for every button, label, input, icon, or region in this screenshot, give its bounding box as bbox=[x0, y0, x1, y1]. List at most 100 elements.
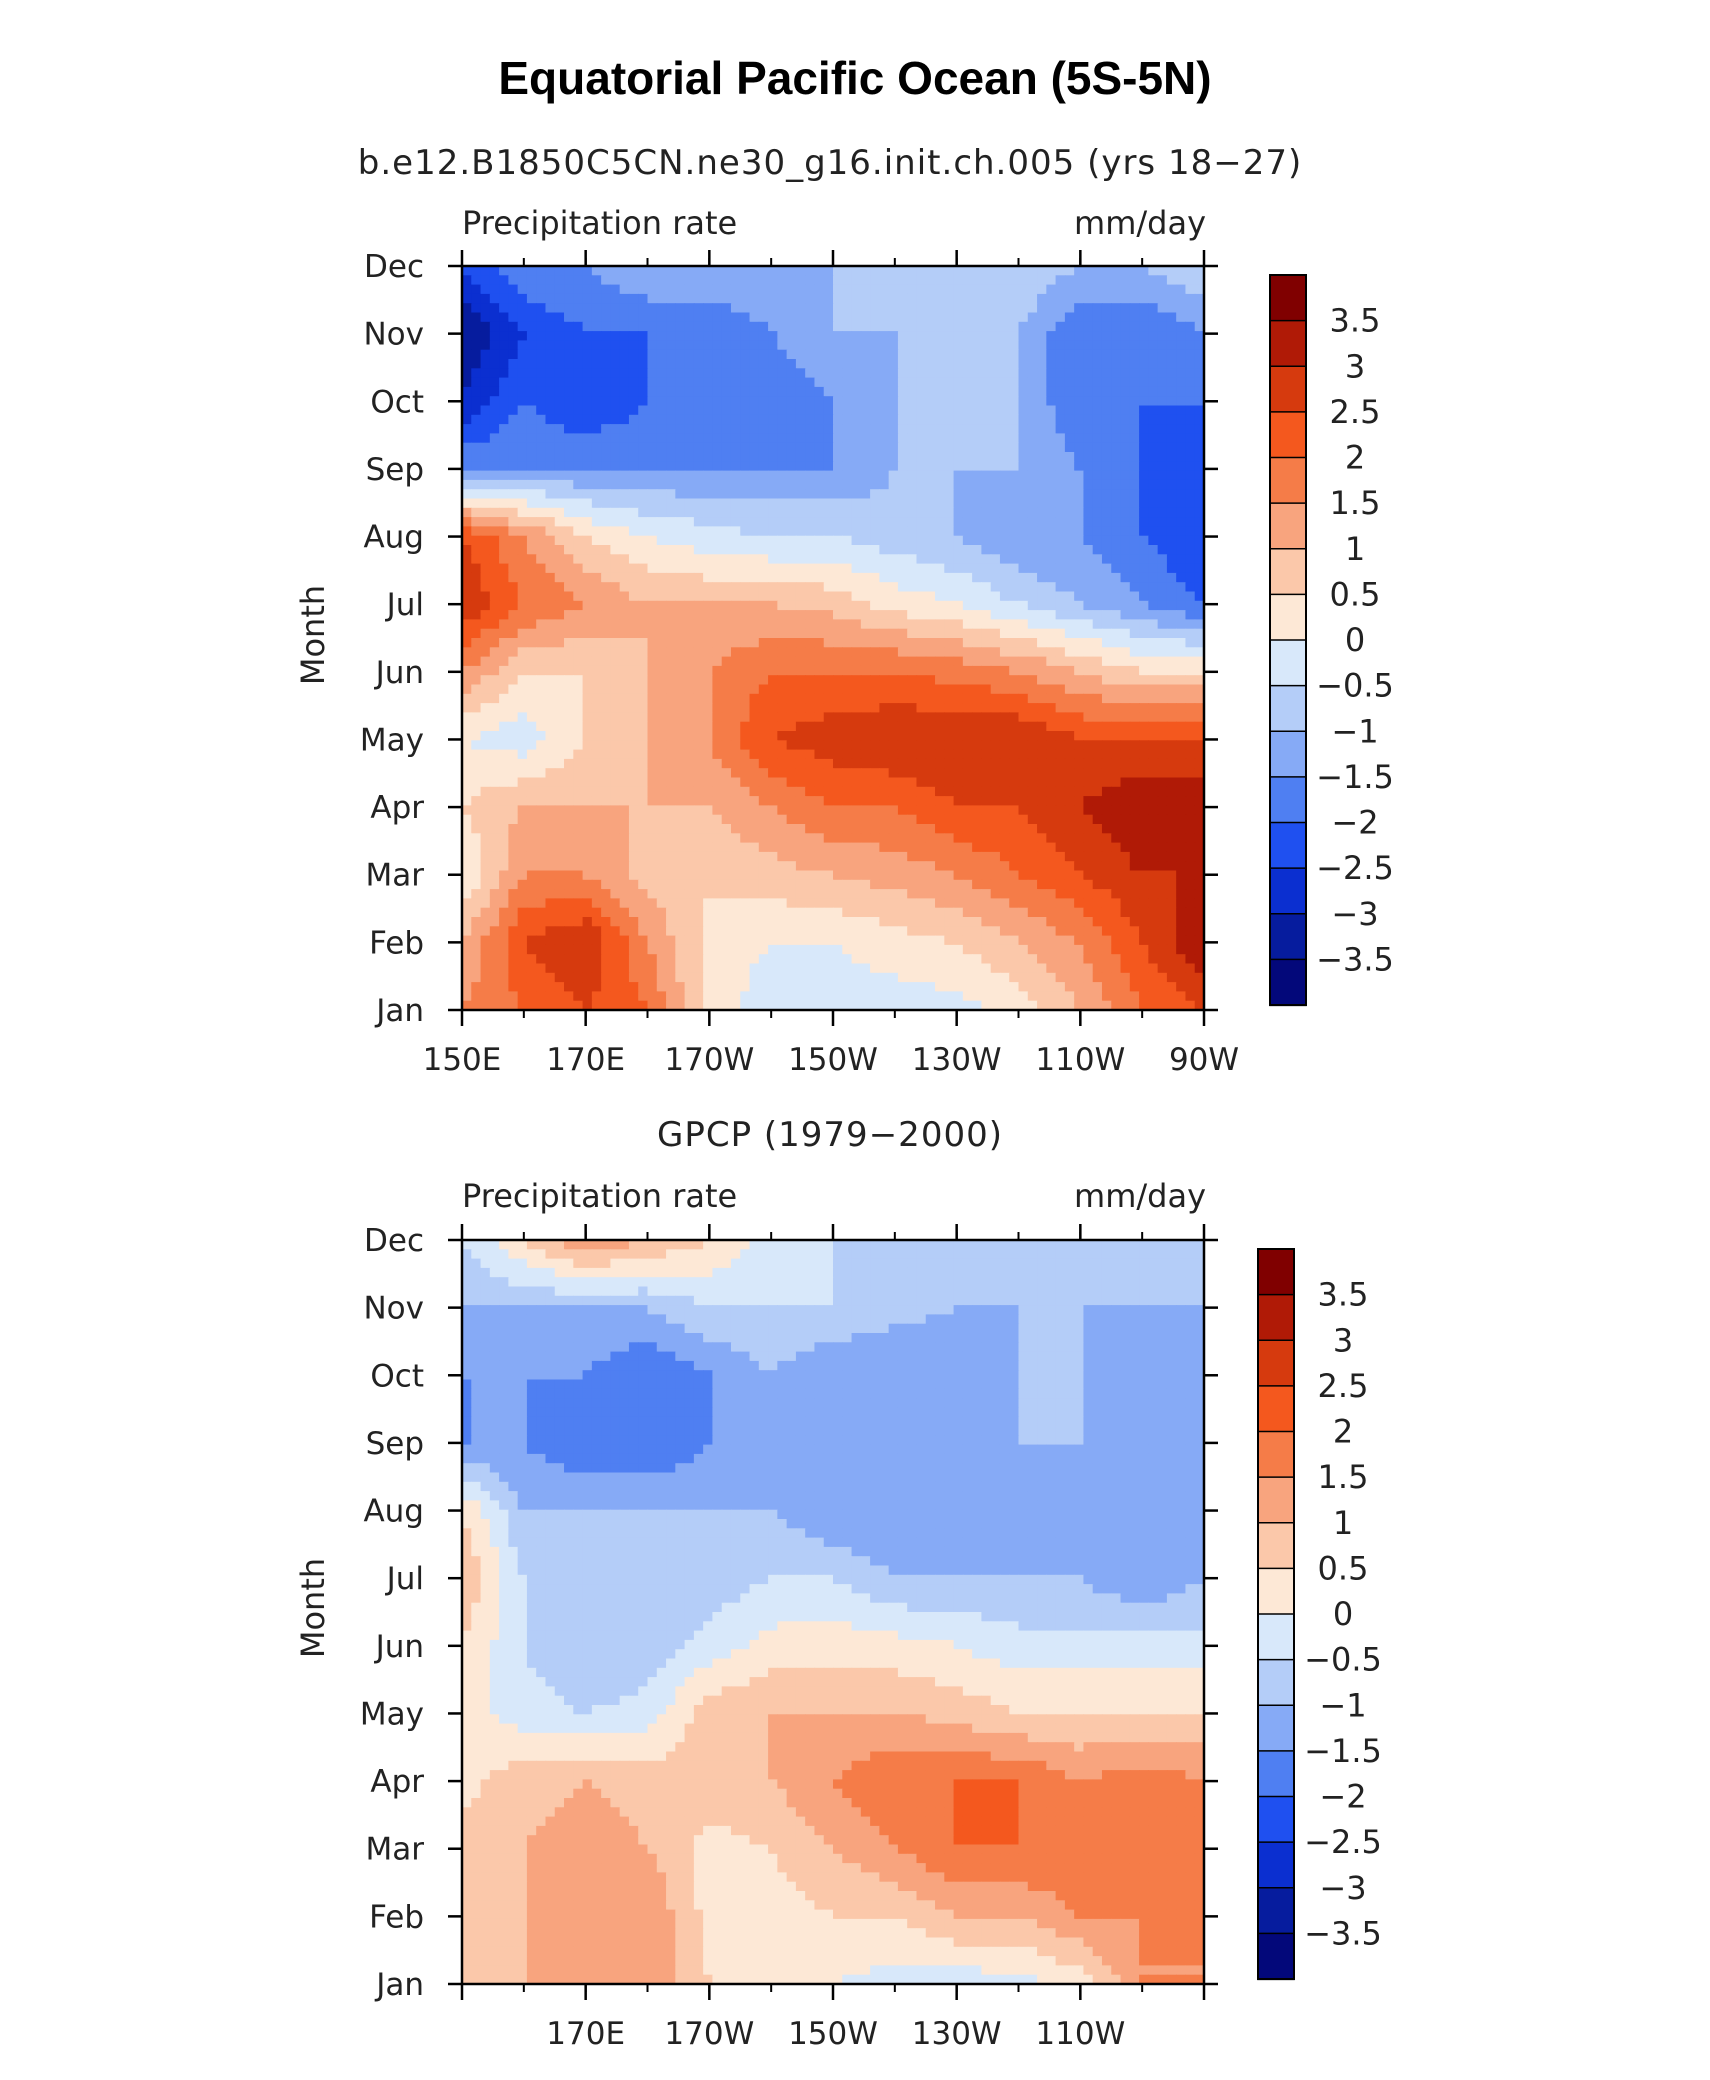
field-cell bbox=[730, 731, 741, 741]
field-cell bbox=[749, 331, 760, 341]
field-cell bbox=[814, 600, 825, 611]
field-cell bbox=[508, 340, 519, 351]
field-cell bbox=[1101, 545, 1112, 555]
field-cell bbox=[1055, 600, 1066, 611]
field-cell bbox=[1148, 312, 1159, 323]
field-cell bbox=[1074, 693, 1085, 704]
field-cell bbox=[675, 377, 686, 388]
field-cell bbox=[703, 665, 714, 676]
field-cell bbox=[953, 284, 964, 295]
field-cell bbox=[907, 619, 918, 630]
field-cell bbox=[647, 675, 658, 686]
field-cell bbox=[1157, 498, 1168, 509]
field-cell bbox=[953, 703, 964, 713]
field-cell bbox=[795, 777, 806, 788]
field-cell bbox=[1194, 731, 1205, 741]
field-cell bbox=[879, 545, 890, 555]
field-cell bbox=[1166, 293, 1177, 304]
field-cell bbox=[814, 470, 825, 481]
field-cell bbox=[907, 293, 918, 304]
field-cell bbox=[860, 517, 871, 527]
field-cell bbox=[897, 535, 908, 546]
field-cell bbox=[582, 572, 593, 583]
field-cell bbox=[1120, 359, 1131, 369]
field-cell bbox=[916, 461, 927, 472]
field-cell bbox=[721, 842, 732, 853]
field-cell bbox=[1129, 731, 1140, 741]
field-cell bbox=[935, 479, 945, 490]
field-cell bbox=[907, 266, 918, 276]
field-cell bbox=[897, 684, 908, 695]
field-cell bbox=[591, 526, 602, 537]
field-cell bbox=[814, 414, 825, 425]
field-cell bbox=[888, 331, 899, 341]
field-cell bbox=[1027, 619, 1038, 630]
field-cell bbox=[1092, 517, 1103, 527]
field-cell bbox=[1074, 405, 1085, 416]
field-cell bbox=[740, 405, 751, 416]
field-cell bbox=[471, 684, 482, 695]
field-cell bbox=[795, 293, 806, 304]
field-cell bbox=[517, 591, 528, 602]
field-cell bbox=[647, 414, 658, 425]
field-cell bbox=[972, 721, 983, 732]
field-cell bbox=[1037, 461, 1047, 472]
field-cell bbox=[499, 675, 509, 686]
field-cell bbox=[768, 461, 778, 472]
field-cell bbox=[1157, 470, 1168, 481]
field-cell bbox=[962, 740, 973, 751]
field-cell bbox=[1018, 424, 1029, 434]
field-cell bbox=[962, 396, 973, 407]
field-cell bbox=[851, 479, 862, 490]
field-cell bbox=[610, 303, 621, 314]
field-cell bbox=[740, 461, 751, 472]
field-cell bbox=[693, 758, 704, 769]
field-cell bbox=[480, 768, 491, 779]
field-cell bbox=[1046, 507, 1057, 518]
field-cell bbox=[916, 386, 927, 397]
field-cell bbox=[471, 396, 482, 407]
field-cell bbox=[795, 656, 806, 667]
field-cell bbox=[693, 619, 704, 630]
field-cell bbox=[795, 424, 806, 434]
field-cell bbox=[730, 424, 741, 434]
field-cell bbox=[1018, 461, 1029, 472]
field-cell bbox=[554, 619, 565, 630]
field-cell bbox=[564, 293, 574, 304]
field-cell bbox=[573, 731, 584, 741]
field-cell bbox=[489, 824, 500, 834]
field-cell bbox=[526, 758, 537, 769]
field-cell bbox=[879, 461, 890, 472]
field-cell bbox=[573, 433, 584, 444]
field-cell bbox=[712, 331, 723, 341]
field-cell bbox=[795, 665, 806, 676]
field-cell bbox=[1166, 610, 1177, 620]
field-cell bbox=[693, 470, 704, 481]
field-cell bbox=[1009, 600, 1020, 611]
field-cell bbox=[972, 517, 983, 527]
field-cell bbox=[628, 619, 639, 630]
field-cell bbox=[712, 452, 723, 462]
field-cell bbox=[1009, 312, 1020, 323]
field-cell bbox=[647, 340, 658, 351]
field-cell bbox=[564, 731, 574, 741]
field-cell bbox=[740, 396, 751, 407]
field-cell bbox=[823, 331, 834, 341]
field-cell bbox=[601, 703, 612, 713]
field-cell bbox=[638, 340, 649, 351]
field-cell bbox=[666, 498, 676, 509]
field-cell bbox=[1064, 368, 1075, 379]
field-cell bbox=[693, 805, 704, 816]
field-cell bbox=[897, 638, 908, 648]
field-cell bbox=[462, 340, 472, 351]
field-cell bbox=[721, 535, 732, 546]
field-cell bbox=[508, 824, 519, 834]
field-cell bbox=[1166, 758, 1177, 769]
field-cell bbox=[693, 433, 704, 444]
field-cell bbox=[795, 600, 806, 611]
field-cell bbox=[647, 768, 658, 779]
field-cell bbox=[666, 535, 676, 546]
field-cell bbox=[907, 665, 918, 676]
field-cell bbox=[823, 517, 834, 527]
field-cell bbox=[777, 377, 788, 388]
